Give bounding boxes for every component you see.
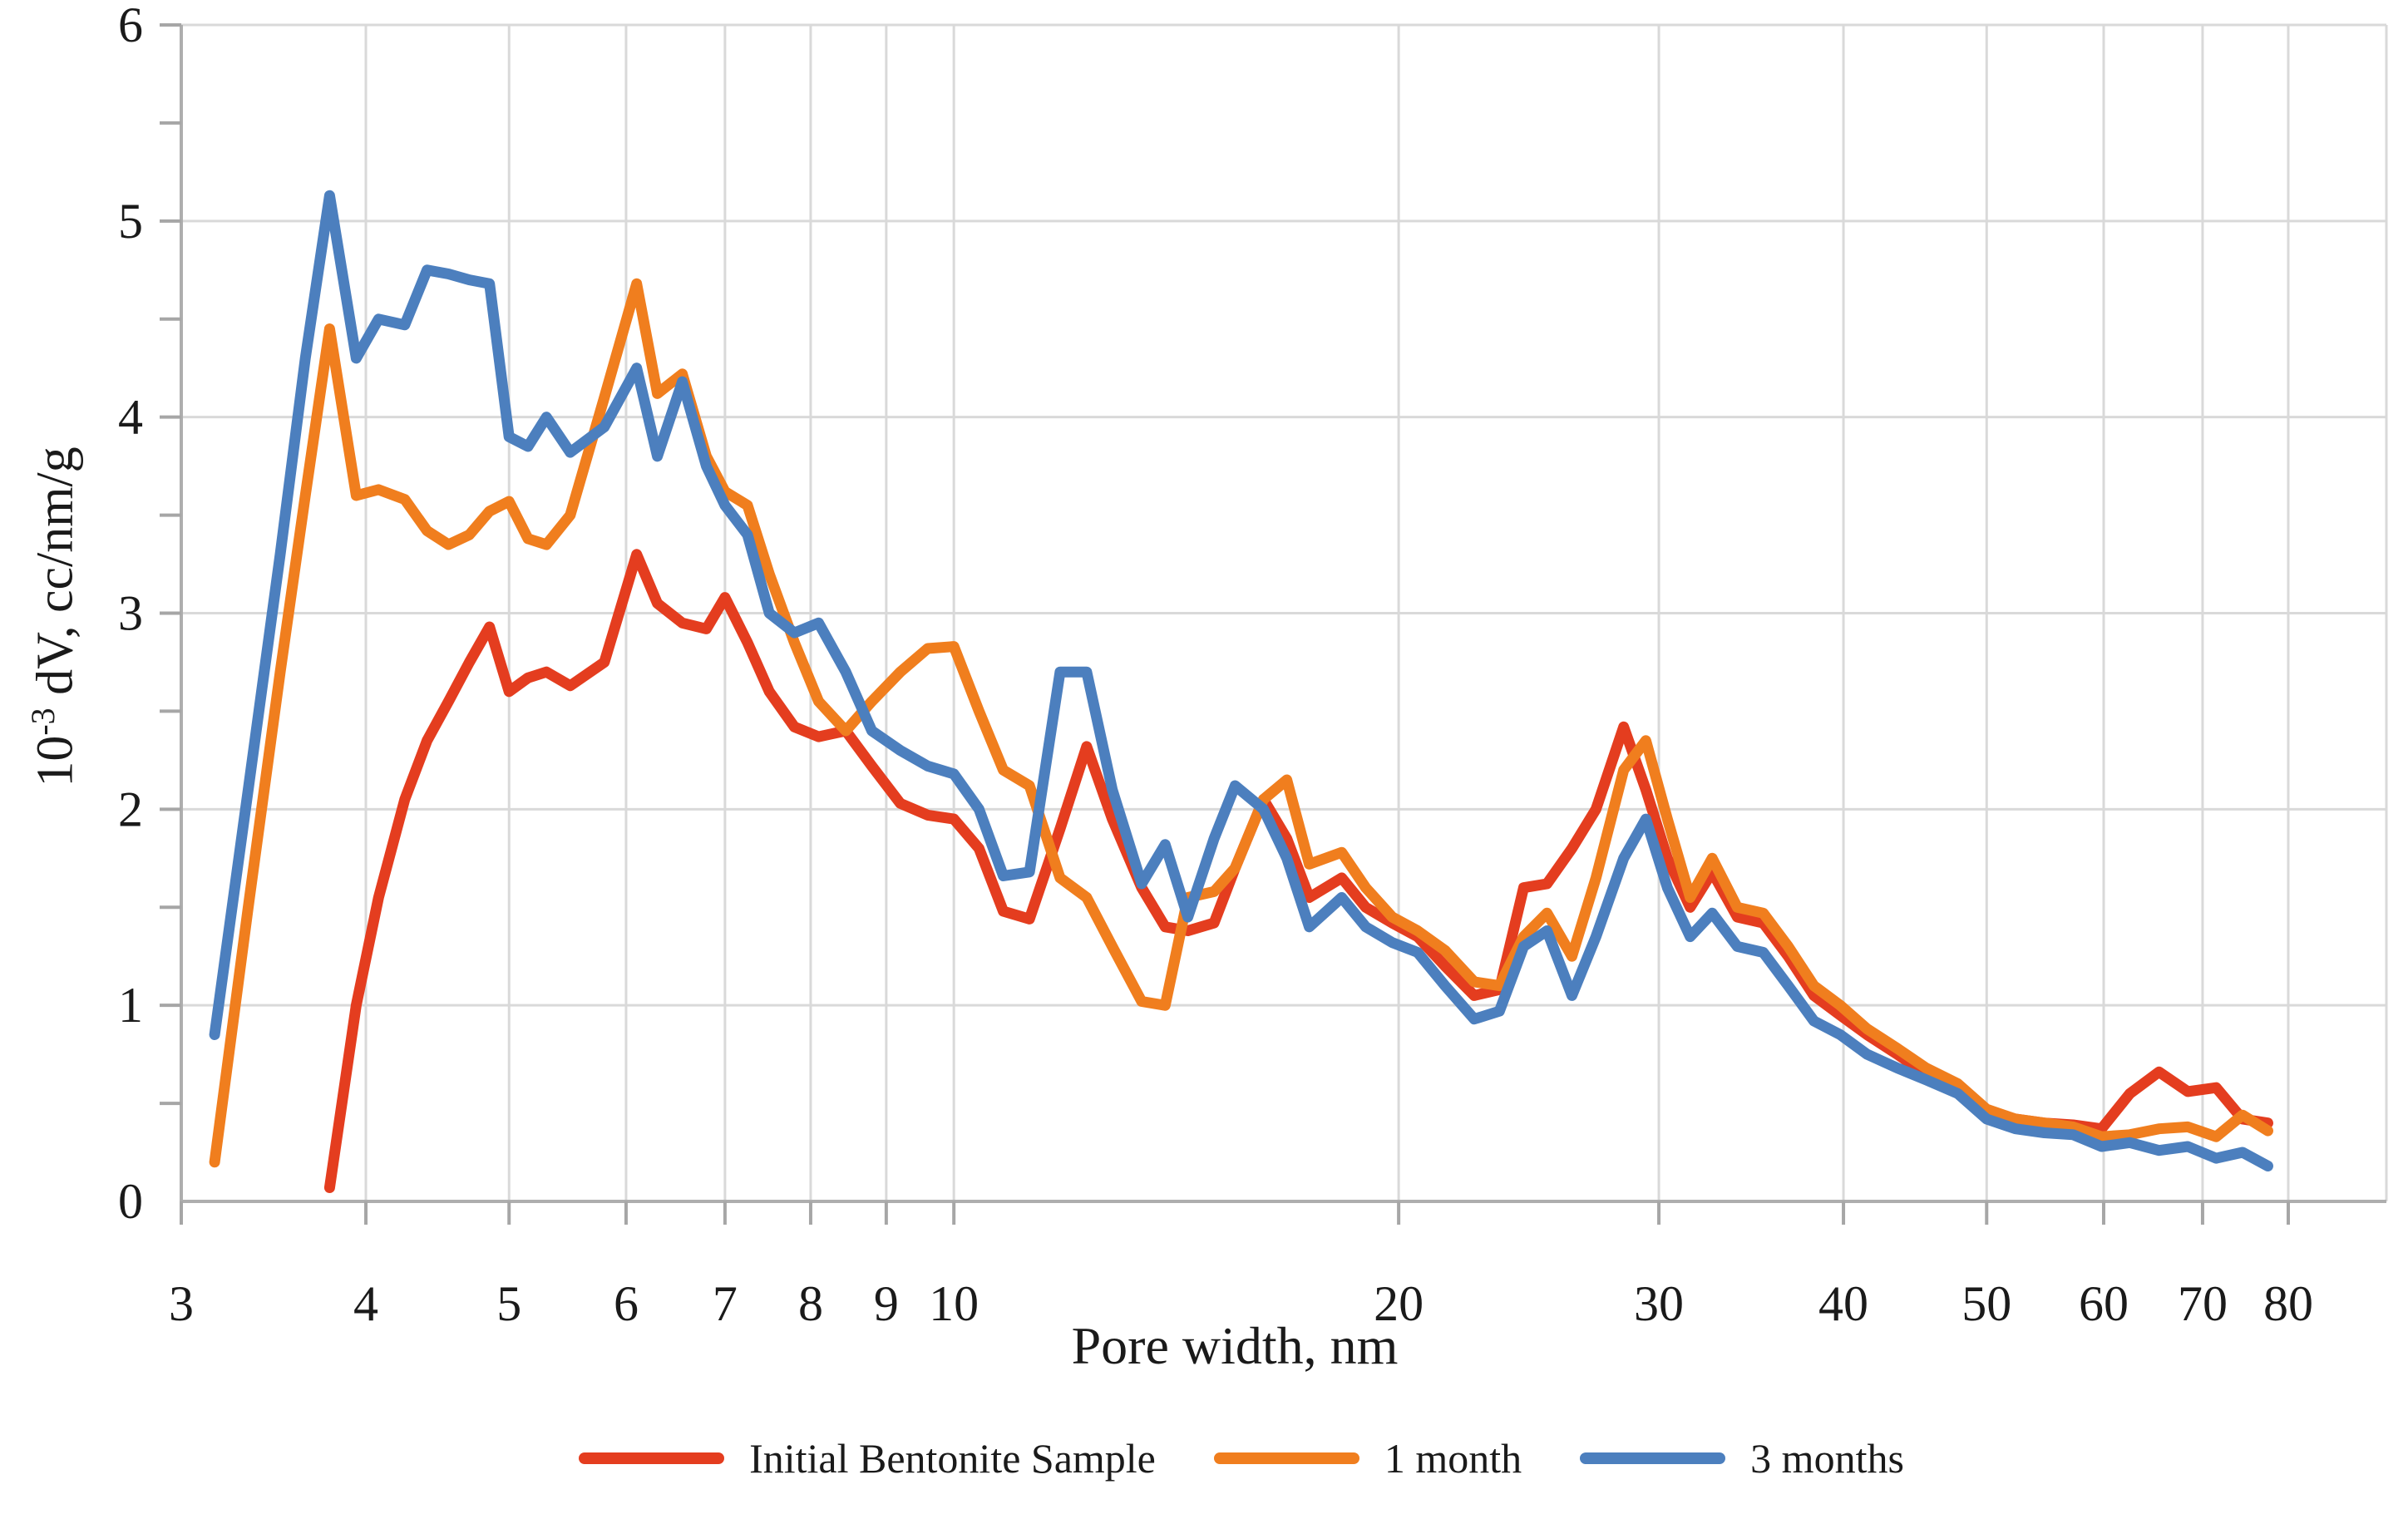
legend-line-swatch-orange <box>1213 1452 1359 1464</box>
legend-item-1-month: 1 month <box>1213 1434 1522 1482</box>
x-tick-label: 4 <box>353 1276 378 1331</box>
x-tick-label: 9 <box>874 1276 899 1331</box>
x-tick-label: 70 <box>2178 1276 2228 1331</box>
legend: Initial Bentonite Sample 1 month 3 month… <box>0 1428 2408 1488</box>
y-tick-label: 6 <box>118 0 143 52</box>
x-axis-title: Pore width, nm <box>1071 1316 1399 1375</box>
y-tick-label: 1 <box>118 978 143 1033</box>
y-tick-label: 2 <box>118 782 143 836</box>
y-tick-label: 3 <box>118 586 143 641</box>
series-line-3-months <box>209 190 2273 1171</box>
x-tick-label: 3 <box>169 1276 194 1331</box>
y-tick-label: 5 <box>118 194 143 249</box>
x-tick-label: 40 <box>1818 1276 1868 1331</box>
x-tick-label: 10 <box>929 1276 979 1331</box>
y-axis-title-units: dV, cc/nm/g <box>27 446 84 708</box>
x-tick-label: 60 <box>2079 1276 2129 1331</box>
y-tick-label: 0 <box>118 1174 143 1229</box>
x-tick-label: 6 <box>614 1276 639 1331</box>
legend-label: Initial Bentonite Sample <box>749 1435 1156 1482</box>
legend-label: 1 month <box>1384 1435 1522 1482</box>
x-tick-label: 20 <box>1374 1276 1424 1331</box>
y-tick-label: 4 <box>118 390 143 445</box>
legend-item-initial-bentonite-sample: Initial Bentonite Sample <box>579 1434 1156 1482</box>
x-tick-label: 5 <box>496 1276 521 1331</box>
x-tick-label: 7 <box>713 1276 738 1331</box>
legend-line-swatch-red <box>579 1452 725 1464</box>
legend-item-3-months: 3 months <box>1580 1434 1904 1482</box>
y-axis-title: 10-3 dV, cc/nm/g <box>23 243 90 991</box>
x-tick-label: 80 <box>2263 1276 2313 1331</box>
y-axis-title-superscript: -3 <box>24 708 62 736</box>
series-line-1-month <box>209 278 2273 1168</box>
y-axis-title-base: 10 <box>27 735 84 787</box>
x-tick-label: 50 <box>1961 1276 2011 1331</box>
legend-label: 3 months <box>1750 1435 1904 1482</box>
x-tick-label: 30 <box>1634 1276 1684 1331</box>
x-tick-label: 8 <box>798 1276 823 1331</box>
series-line-initial-bentonite-sample <box>323 549 2273 1193</box>
legend-line-swatch-blue <box>1580 1452 1726 1464</box>
